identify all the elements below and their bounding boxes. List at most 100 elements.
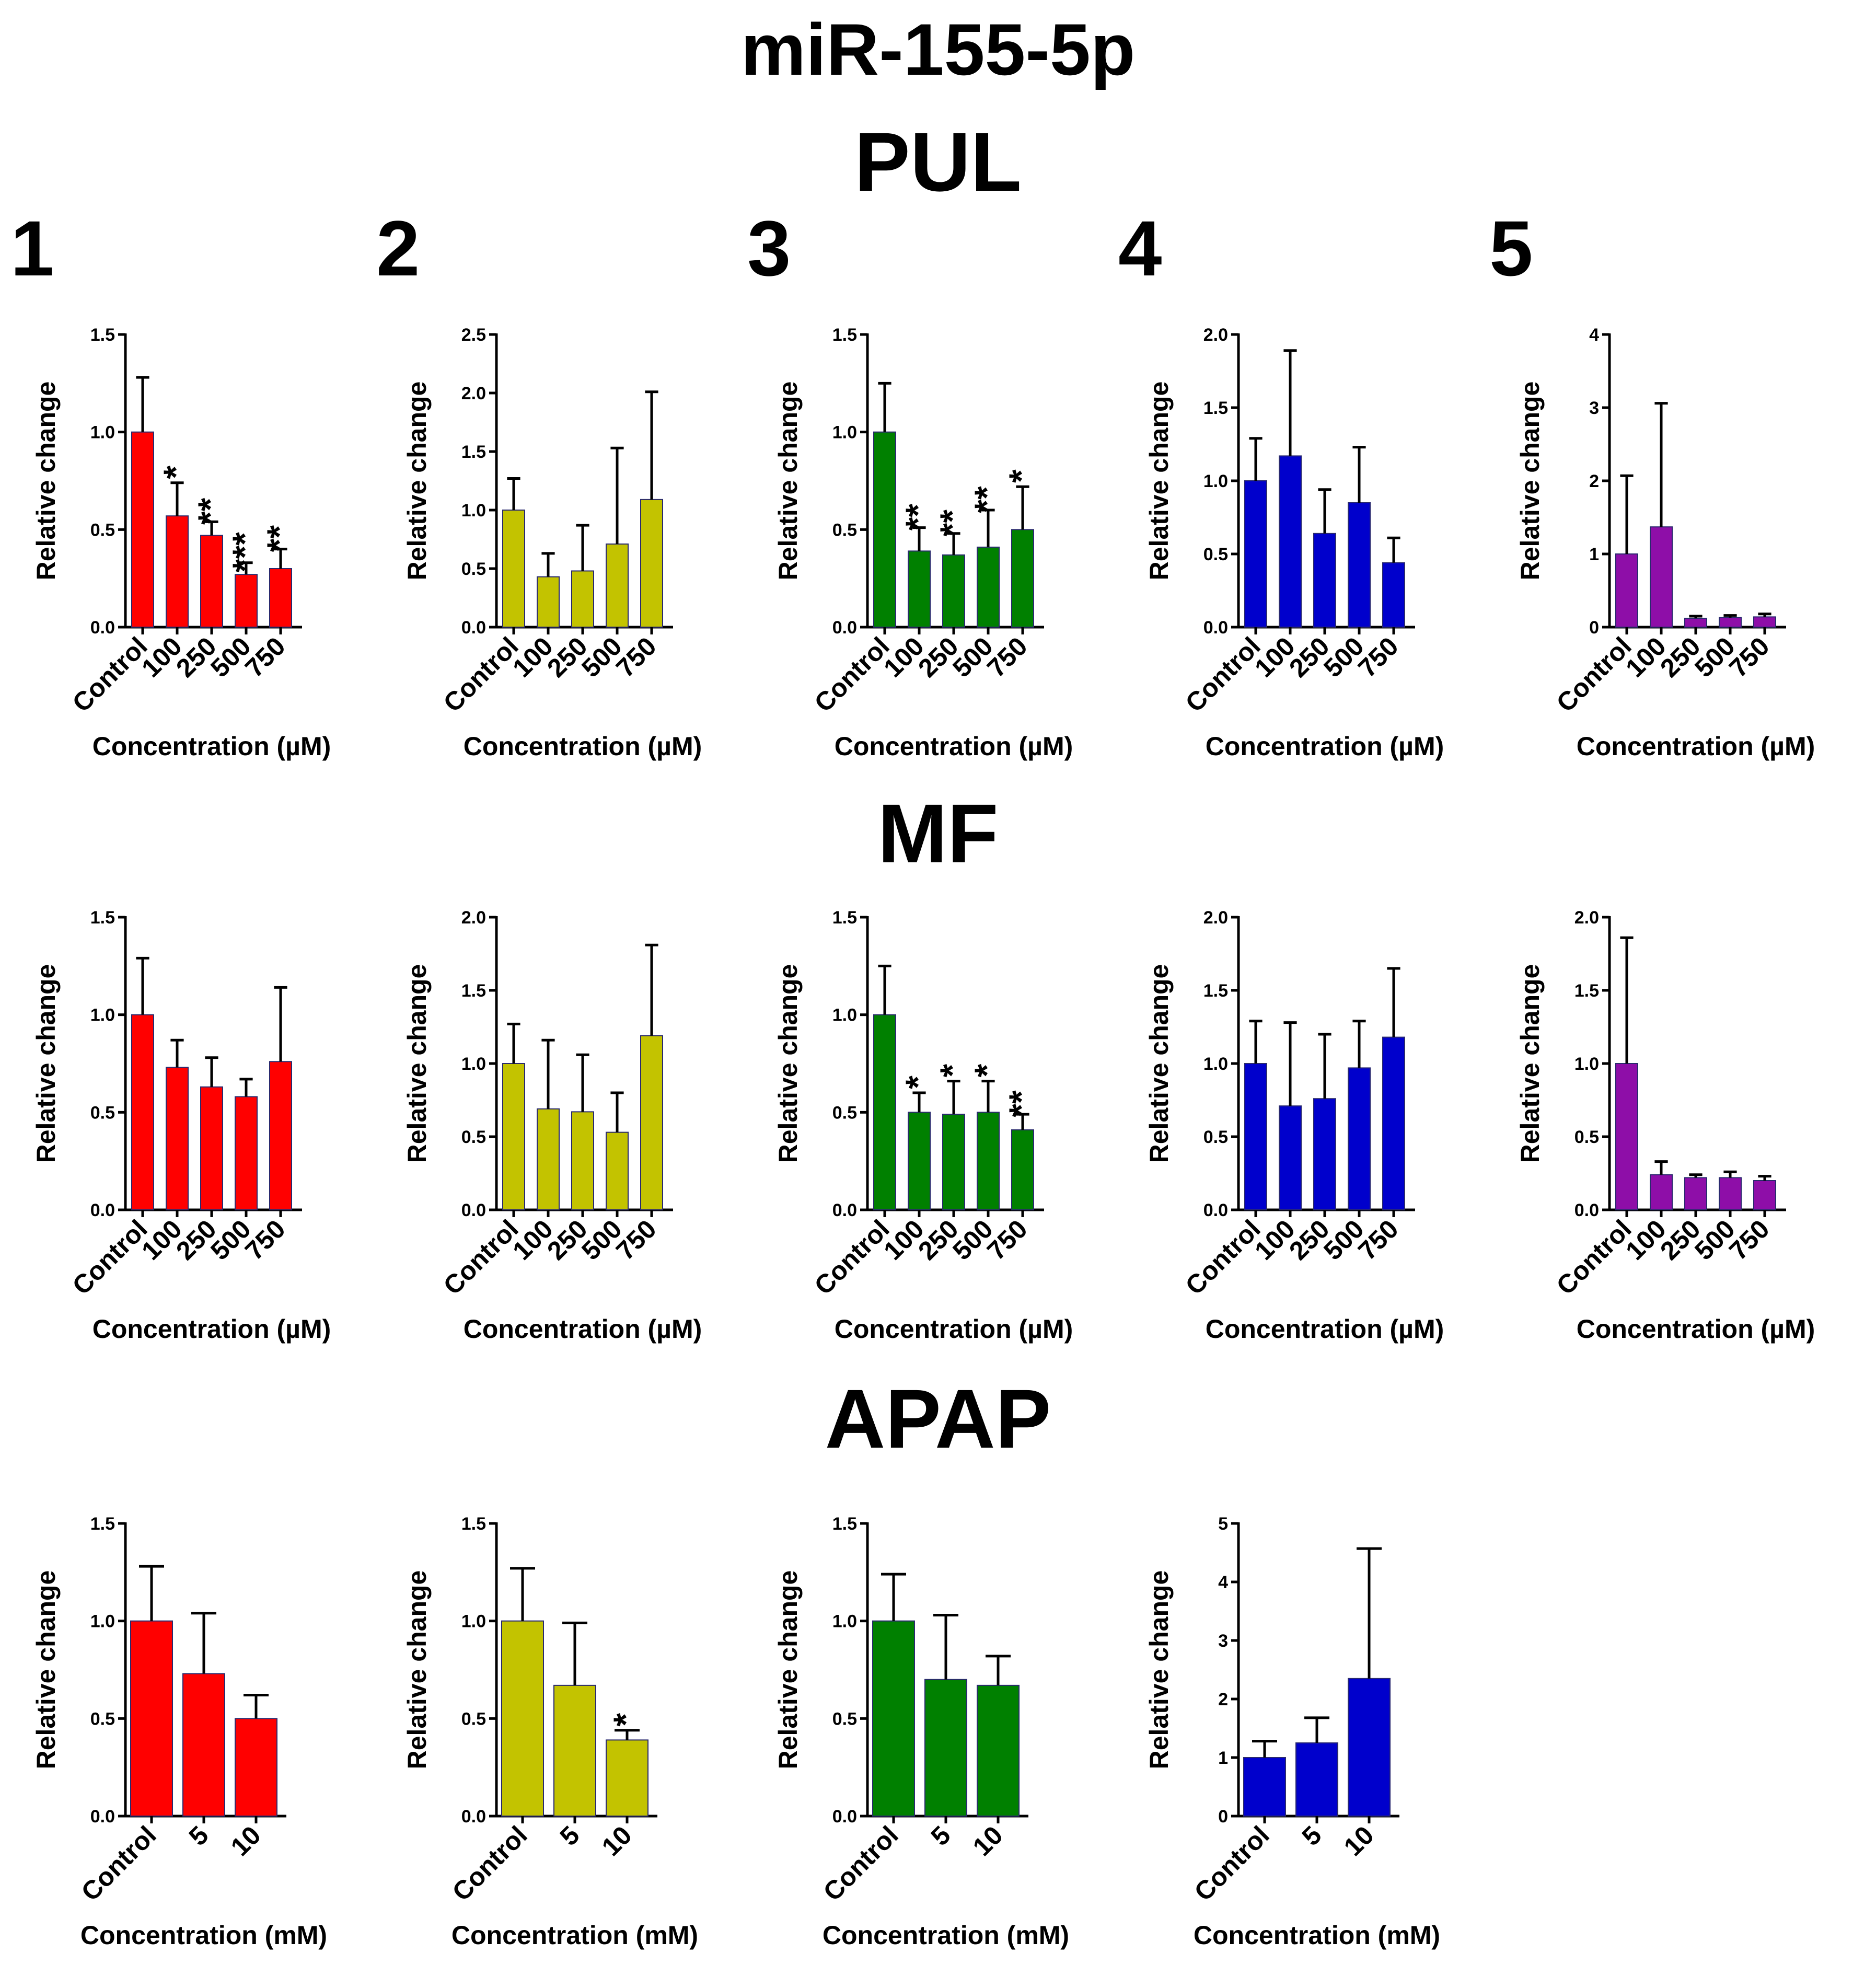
chart-mf-2: Relative change0.00.51.01.52.0Control100… (402, 908, 702, 1344)
y-tick-label: 0.0 (1203, 618, 1228, 638)
bar (1753, 616, 1776, 628)
x-axis-title: Concentration (mM) (823, 1921, 1069, 1950)
x-axis-title: Concentration (µM) (1577, 732, 1815, 761)
bar (501, 1620, 544, 1817)
chart-apap-2: Relative change 0.0 0.5 1.0 1.5 Control 5 10 * Co… (402, 1514, 698, 1950)
y-axis-title: Relative change (1144, 1570, 1174, 1770)
bar (1348, 502, 1371, 628)
column-number-1: 1 (10, 204, 54, 292)
y-axis-title: Relative change (773, 382, 803, 581)
y-tick-label: 2.0 (1203, 908, 1228, 928)
significance-marker: * (606, 1713, 645, 1727)
y-tick-label: 0.5 (1203, 1127, 1228, 1147)
bar (1244, 480, 1267, 628)
significance-marker: ** (898, 504, 937, 531)
y-tick-label: 0.5 (1203, 545, 1228, 564)
bar (1011, 1129, 1034, 1210)
y-tick-label: 0.5 (832, 520, 857, 540)
y-tick-label: 5 (1218, 1514, 1228, 1534)
column-number-3: 3 (747, 204, 791, 292)
x-axis-title: Concentration (µM) (92, 732, 331, 761)
chart-mf-5: Relative change0.00.51.01.52.0Control100… (1515, 908, 1815, 1344)
y-tick-label: 0.0 (90, 1807, 115, 1827)
chart-apap-3: Relative change 0.0 0.5 1.0 1.5 Control 5 10 Con… (773, 1514, 1069, 1950)
x-tick-label: 5 (1296, 1820, 1327, 1851)
y-tick-label: 0.0 (90, 1200, 115, 1220)
bar (235, 1718, 277, 1817)
y-tick-label: 0.0 (832, 1807, 857, 1827)
bar (908, 550, 931, 628)
y-tick-label: 0.0 (90, 618, 115, 638)
bar (908, 1112, 931, 1211)
figure-title: miR-155-5p (740, 8, 1136, 90)
bar (537, 576, 560, 628)
chart-apap-1: Relative change 0.0 0.5 1.0 1.5 Control 5 10 Con… (31, 1514, 327, 1950)
y-tick-label: 0.5 (832, 1709, 857, 1729)
bar (873, 1014, 896, 1210)
bar (1295, 1742, 1338, 1817)
x-axis-title: Concentration (mM) (451, 1921, 698, 1950)
x-axis-title: Concentration (µM) (835, 1314, 1073, 1344)
section-title-pul: PUL (854, 115, 1022, 209)
significance-marker: ** (1002, 1090, 1040, 1117)
bar (131, 431, 154, 628)
bar (1650, 526, 1673, 628)
significance-marker: ** (933, 510, 971, 537)
y-axis-title: Relative change (1515, 964, 1545, 1163)
bar (235, 574, 258, 628)
y-tick-label: 1.0 (832, 423, 857, 443)
y-tick-label: 2.5 (461, 325, 486, 345)
y-axis-title: Relative change (402, 1570, 432, 1770)
x-tick-label: 5 (925, 1820, 956, 1851)
y-tick-label: 1.0 (90, 1006, 115, 1025)
y-tick-label: 4 (1589, 325, 1599, 345)
y-tick-label: 0.0 (1574, 1200, 1599, 1220)
significance-marker: * (156, 466, 195, 479)
bar (924, 1679, 967, 1817)
x-axis-title: Concentration (µM) (464, 732, 702, 761)
chart-mf-4: Relative change0.00.51.01.52.0Control100… (1144, 908, 1444, 1344)
y-tick-label: 1.5 (90, 908, 115, 928)
y-axis-title: Relative change (1515, 382, 1545, 581)
y-tick-label: 1.5 (461, 981, 486, 1001)
x-tick-label: 750 (239, 631, 291, 683)
x-tick-label: 750 (610, 631, 662, 683)
y-tick-label: 2 (1218, 1690, 1228, 1709)
y-axis-title: Relative change (1144, 964, 1174, 1163)
chart-pul-4: Relative change0.00.51.01.52.0Control100… (1144, 325, 1444, 761)
y-tick-label: 0.5 (461, 559, 486, 579)
section-title-mf: MF (877, 787, 999, 880)
bar (1719, 1177, 1742, 1211)
y-tick-label: 1.0 (90, 423, 115, 443)
bar (606, 543, 629, 628)
section-title-apap: APAP (825, 1372, 1051, 1465)
x-tick-label: 10 (967, 1820, 1009, 1862)
bar (571, 570, 594, 628)
chart-pul-3: Relative change0.00.51.01.5Control100**2… (773, 325, 1073, 761)
x-tick-label: 5 (554, 1820, 585, 1851)
bar (977, 546, 1000, 628)
x-tick-label: Control (67, 631, 153, 718)
bar (606, 1131, 629, 1210)
bar (553, 1684, 596, 1817)
significance-marker: ** (967, 486, 1006, 513)
y-tick-label: 1.5 (832, 325, 857, 345)
y-tick-label: 0.5 (90, 520, 115, 540)
y-tick-label: 1.0 (461, 1054, 486, 1074)
y-tick-label: 0.0 (461, 1807, 486, 1827)
x-tick-label: 750 (981, 1214, 1033, 1266)
y-tick-label: 1.0 (832, 1006, 857, 1025)
y-tick-label: 0 (1218, 1807, 1228, 1827)
significance-marker: * (1002, 469, 1040, 483)
bar (872, 1620, 915, 1817)
bar (537, 1108, 560, 1210)
y-tick-label: 1 (1589, 545, 1599, 564)
bar (200, 535, 223, 628)
x-tick-label: 750 (1723, 631, 1775, 683)
y-tick-label: 1.5 (1574, 981, 1599, 1001)
x-tick-label: Control (809, 1214, 895, 1300)
x-tick-label: Control (76, 1820, 162, 1906)
bar (606, 1739, 649, 1817)
y-tick-label: 0.0 (832, 1200, 857, 1220)
chart-mf-1: Relative change0.00.51.01.5Control100250… (31, 908, 331, 1344)
